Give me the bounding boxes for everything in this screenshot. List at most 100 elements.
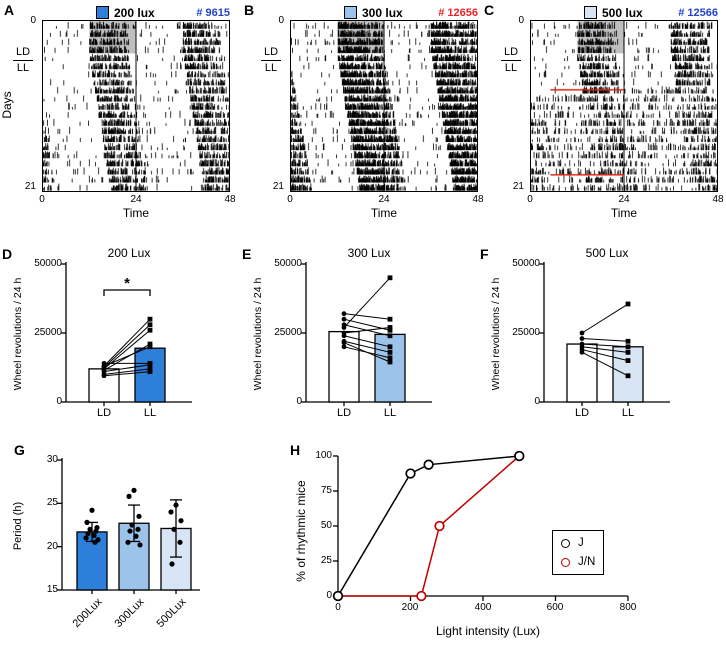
x-tick: 800 xyxy=(619,602,637,613)
actogram-plot-C xyxy=(530,20,718,192)
y-tick: 25000 xyxy=(274,327,302,338)
ll-label: LL xyxy=(264,61,278,74)
y-tick-day-0: 0 xyxy=(278,15,284,26)
y-tick-day-0: 0 xyxy=(30,15,36,26)
y-tick: 30 xyxy=(46,454,58,465)
x-tick-0: 0 xyxy=(39,194,45,205)
x-tick-24: 24 xyxy=(618,194,630,205)
x-tick-24: 24 xyxy=(378,194,390,205)
paired-bar-plot-F xyxy=(539,262,670,406)
ll-label: LL xyxy=(504,61,518,74)
y-tick: 50000 xyxy=(34,258,62,269)
rhythmic-mice-line-plot xyxy=(332,450,629,602)
panel-letter-G: G xyxy=(14,442,25,458)
legend-label-500lux: 500 lux xyxy=(602,6,643,20)
ld-label: LD xyxy=(15,46,31,58)
paired-bar-plot-D: * xyxy=(61,262,192,406)
ld-ll-divider xyxy=(501,59,521,61)
ld-ll-divider xyxy=(261,59,281,61)
panel-letter-H: H xyxy=(290,442,301,458)
open-circle-icon xyxy=(561,557,570,567)
legend-swatch-300lux xyxy=(344,6,357,19)
legend-label-J: J xyxy=(578,537,584,549)
y-tick: 0 xyxy=(534,396,540,407)
y-tick: 25000 xyxy=(512,327,540,338)
x-tick: 400 xyxy=(474,602,492,613)
x-axis-label-time: Time xyxy=(610,206,638,220)
x-tick-LD: LD xyxy=(96,407,112,419)
animal-count-A: # 9615 xyxy=(196,7,230,19)
ld-ll-label: LD LL xyxy=(258,46,284,74)
x-tick-LL: LL xyxy=(383,407,397,419)
panel-C: C 500 lux # 12566 0 21 LD LL 0 24 48 Tim… xyxy=(484,0,726,232)
panel-letter-B: B xyxy=(244,2,255,18)
panel-D: D 200 Lux Wheel revolutions / 24 h 0 250… xyxy=(0,242,236,442)
actogram-plot-B xyxy=(290,20,478,192)
animal-count-C: # 12566 xyxy=(678,7,718,19)
paired-bar-plot-E xyxy=(301,262,432,406)
x-axis-label: Light intensity (Lux) xyxy=(435,624,541,638)
x-tick-48: 48 xyxy=(224,194,236,205)
ld-label: LD xyxy=(503,46,519,58)
y-tick: 0 xyxy=(326,590,332,601)
legend-label-JN: J/N xyxy=(578,556,596,568)
panel-G: G Period (h) 15 20 25 30 200Lux 300Lux 5… xyxy=(4,438,244,664)
panel-title: 500 Lux xyxy=(585,246,629,260)
panel-letter-E: E xyxy=(242,246,252,262)
legend-item-J: J xyxy=(561,537,595,549)
y-tick-day-21: 21 xyxy=(24,181,36,192)
y-tick: 0 xyxy=(296,396,302,407)
legend-swatch-200lux xyxy=(96,6,109,19)
panel-title: 200 Lux xyxy=(107,246,151,260)
y-tick-day-21: 21 xyxy=(272,181,284,192)
y-tick-day-21: 21 xyxy=(512,181,524,192)
panel-B: B 300 lux # 12656 0 21 LD LL 0 24 48 Tim… xyxy=(244,0,484,232)
x-tick-48: 48 xyxy=(472,194,484,205)
y-tick: 50 xyxy=(320,520,332,531)
x-axis-label-time: Time xyxy=(122,206,150,220)
x-tick-24: 24 xyxy=(130,194,142,205)
legend-label-200lux: 200 lux xyxy=(114,6,155,20)
y-tick: 15 xyxy=(46,584,58,595)
panel-letter-C: C xyxy=(484,2,495,18)
y-tick: 50000 xyxy=(512,258,540,269)
y-tick: 0 xyxy=(56,396,62,407)
x-tick-LD: LD xyxy=(336,407,352,419)
y-tick: 100 xyxy=(315,450,332,461)
y-tick: 50000 xyxy=(274,258,302,269)
x-tick: 200 xyxy=(401,602,419,613)
ld-ll-divider xyxy=(13,59,33,61)
x-tick-0: 0 xyxy=(287,194,293,205)
period-bar-plot xyxy=(57,458,200,594)
x-tick-LL: LL xyxy=(621,407,635,419)
y-tick: 25000 xyxy=(34,327,62,338)
ld-ll-label: LD LL xyxy=(498,46,524,74)
x-axis-label-time: Time xyxy=(370,206,398,220)
y-tick: 75 xyxy=(320,485,332,496)
x-tick-0: 0 xyxy=(527,194,533,205)
legend-item-JN: J/N xyxy=(561,556,595,568)
x-tick-LD: LD xyxy=(574,407,590,419)
legend-box: J J/N xyxy=(552,530,605,575)
y-tick-day-0: 0 xyxy=(518,15,524,26)
panel-letter-D: D xyxy=(2,246,13,262)
x-tick: 0 xyxy=(335,602,341,613)
panel-F: F 500 Lux Wheel revolutions / 24 h 0 250… xyxy=(478,242,714,442)
panel-E: E 300 Lux Wheel revolutions / 24 h 0 250… xyxy=(240,242,476,442)
y-tick: 25 xyxy=(46,497,58,508)
svg-text:*: * xyxy=(124,275,130,292)
animal-count-B: # 12656 xyxy=(438,7,478,19)
legend-label-300lux: 300 lux xyxy=(362,6,403,20)
y-tick: 20 xyxy=(46,541,58,552)
actogram-plot-A xyxy=(42,20,230,192)
panel-title: 300 Lux xyxy=(347,246,391,260)
open-circle-icon xyxy=(561,538,570,548)
legend-swatch-500lux xyxy=(584,6,597,19)
ld-label: LD xyxy=(263,46,279,58)
x-tick: 600 xyxy=(546,602,564,613)
x-tick-48: 48 xyxy=(712,194,724,205)
x-tick-LL: LL xyxy=(143,407,157,419)
panel-letter-F: F xyxy=(480,246,489,262)
panel-H: H % of rhythmic mice 0 25 50 75 100 0 20… xyxy=(266,438,680,664)
